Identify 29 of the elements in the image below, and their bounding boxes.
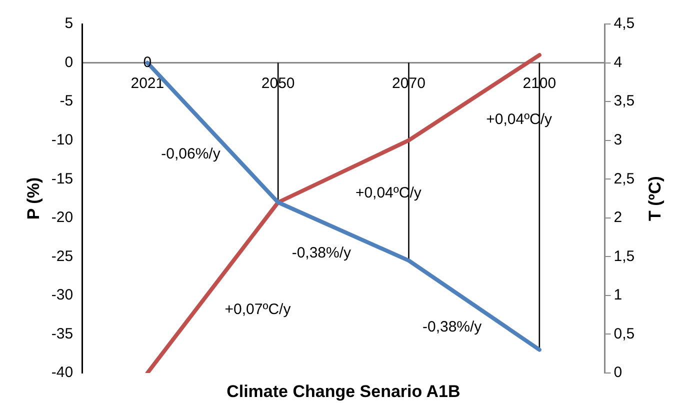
y-tick-label: -25 xyxy=(51,248,74,265)
data-label: 0 xyxy=(143,54,152,71)
y-tick-label: -5 xyxy=(60,92,74,110)
y-axis-title: P (%) xyxy=(24,177,43,220)
y2-tick-label: 3,5 xyxy=(614,92,635,110)
y-tick-label: -35 xyxy=(51,325,74,342)
x-tick-label: 2021 xyxy=(130,74,164,92)
y-tick-label: -15 xyxy=(51,170,74,188)
y-tick-label: -20 xyxy=(51,209,74,226)
annotation: -0,06%/y xyxy=(161,146,221,163)
y2-tick-label: 2,5 xyxy=(614,170,635,188)
y2-tick-label: 0,5 xyxy=(614,325,635,342)
y2-tick-label: 4 xyxy=(614,54,622,71)
y2-tick-label: 4,5 xyxy=(614,15,635,32)
y-tick-label: -10 xyxy=(51,131,74,148)
y2-tick-label: 1 xyxy=(614,286,622,304)
y2-tick-label: 2 xyxy=(614,209,622,226)
x-axis-title: Climate Change Senario A1B xyxy=(226,382,460,401)
annotation: +0,07ºC/y xyxy=(224,300,292,318)
y-tick-label: -30 xyxy=(51,286,74,304)
y2-tick-label: 3 xyxy=(614,131,622,148)
y-tick-label: 0 xyxy=(64,54,74,71)
y-tick-label: 5 xyxy=(64,15,74,32)
annotation: -0,38%/y xyxy=(292,244,352,262)
y2-axis-title: T (ºC) xyxy=(646,176,665,221)
y2-tick-label: 0 xyxy=(614,364,622,382)
y2-tick-label: 1,5 xyxy=(614,248,635,265)
annotation: -0,38%/y xyxy=(422,318,482,336)
y-tick-label: -40 xyxy=(51,364,74,382)
